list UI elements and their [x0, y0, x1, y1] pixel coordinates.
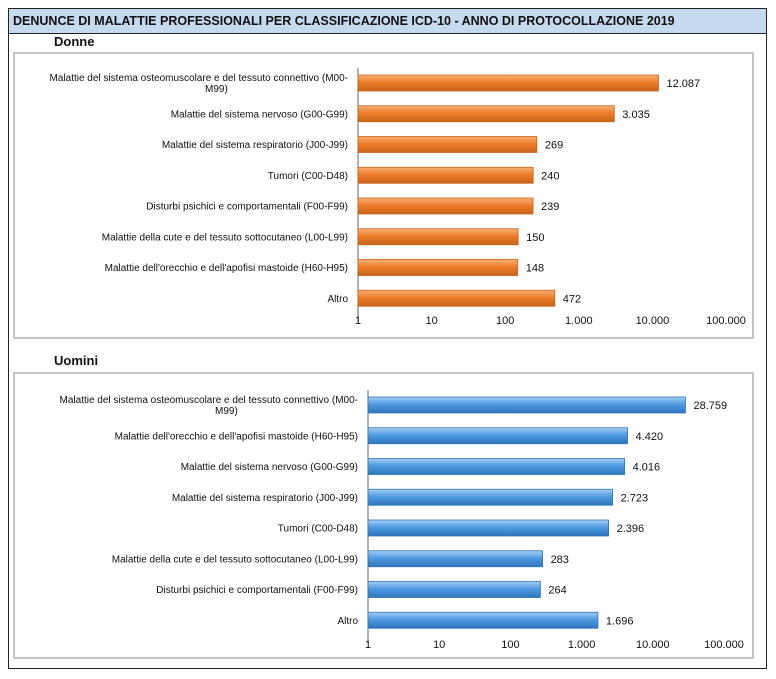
category-label: Malattie del sistema nervoso (G00-G99) [171, 109, 348, 120]
category-label: Altro [337, 616, 358, 627]
bar-uomini-5 [367, 550, 543, 568]
category-label: Altro [327, 294, 348, 305]
category-label: Malattie della cute e del tessuto sottoc… [102, 232, 348, 243]
bar-uomini-7 [367, 611, 599, 629]
data-label: 264 [548, 585, 566, 597]
bar-donne-6 [357, 259, 519, 276]
bar-donne-5 [357, 228, 519, 246]
x-tick-label: 10.000 [636, 639, 670, 651]
bar-donne-2 [357, 136, 538, 153]
category-label: Disturbi psichici e comportamentali (F00… [156, 585, 358, 596]
x-tick-label: 1.000 [568, 639, 596, 651]
category-label: Tumori (C00-D48) [278, 524, 358, 535]
data-label: 3.035 [622, 109, 650, 121]
bar-donne-4 [357, 197, 534, 215]
panel-title-uomini: Uomini [54, 353, 99, 368]
data-label: 2.396 [617, 523, 645, 535]
data-label: 4.016 [633, 462, 661, 474]
data-label: 4.420 [636, 431, 664, 443]
category-label: Malattie della cute e del tessuto sottoc… [112, 554, 358, 565]
category-label: Tumori (C00-D48) [268, 171, 348, 182]
category-label: Malattie del sistema osteomuscolare e de… [50, 73, 348, 95]
x-tick-label: 100 [496, 315, 514, 327]
bar-uomini-2 [367, 458, 625, 475]
x-tick-label: 1 [365, 639, 371, 651]
bar-uomini-6 [367, 581, 541, 598]
x-tick-label: 100 [501, 639, 519, 651]
x-tick-label: 10 [425, 315, 437, 327]
bar-uomini-3 [367, 488, 613, 506]
x-tick-label: 100.000 [704, 639, 744, 651]
data-label: 28.759 [693, 400, 727, 412]
category-label: Malattie dell'orecchio e dell'apofisi ma… [115, 431, 358, 442]
plot-area-uomini [13, 372, 754, 659]
data-label: 472 [563, 293, 581, 305]
bar-uomini-0 [367, 396, 686, 414]
x-tick-label: 10.000 [636, 315, 670, 327]
category-label: Malattie del sistema respiratorio (J00-J… [162, 140, 348, 151]
bar-donne-1 [357, 105, 615, 123]
x-tick-label: 100.000 [706, 315, 746, 327]
x-tick-label: 1.000 [565, 315, 593, 327]
data-label: 12.087 [666, 78, 700, 90]
data-label: 240 [541, 170, 559, 182]
data-label: 269 [545, 140, 563, 152]
panel-title-donne: Donne [54, 34, 95, 49]
category-label: Malattie del sistema nervoso (G00-G99) [181, 462, 358, 473]
bar-uomini-1 [367, 427, 628, 445]
data-label: 2.723 [621, 492, 649, 504]
category-label: Malattie dell'orecchio e dell'apofisi ma… [105, 263, 348, 274]
data-label: 239 [541, 201, 559, 213]
bar-uomini-4 [367, 519, 610, 537]
data-label: 1.696 [606, 615, 634, 627]
data-label: 148 [526, 263, 544, 275]
bar-donne-3 [357, 166, 534, 184]
x-tick-label: 10 [433, 639, 445, 651]
bar-donne-0 [357, 74, 659, 92]
category-label: Malattie del sistema respiratorio (J00-J… [172, 493, 358, 504]
data-label: 283 [551, 554, 569, 566]
x-tick-label: 1 [355, 315, 361, 327]
category-label: Disturbi psichici e comportamentali (F00… [146, 202, 348, 213]
bar-donne-7 [357, 289, 556, 307]
category-label: Malattie del sistema osteomuscolare e de… [60, 395, 358, 417]
report-title: DENUNCE DI MALATTIE PROFESSIONALI PER CL… [9, 9, 766, 34]
data-label: 150 [526, 232, 544, 244]
